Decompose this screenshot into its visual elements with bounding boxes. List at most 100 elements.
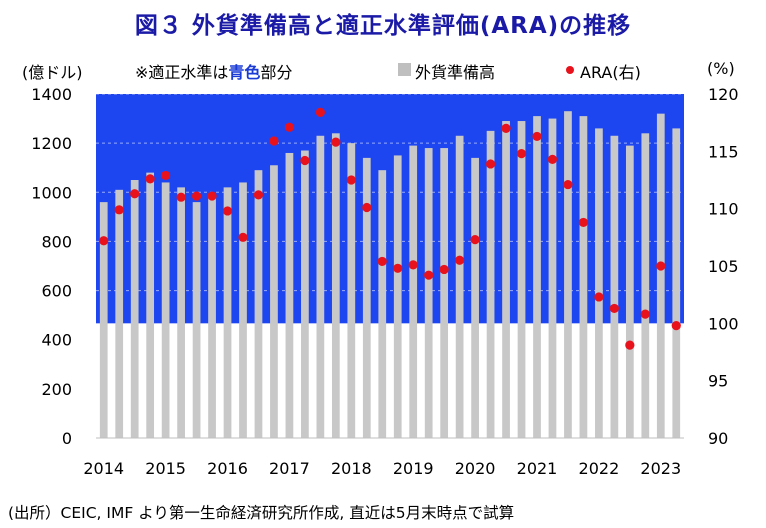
year-tick-label: 2015 <box>145 459 186 478</box>
reserve-bar <box>161 182 170 438</box>
left-tick-label: 0 <box>62 429 72 448</box>
ara-dot <box>485 159 496 169</box>
ara-dot <box>516 149 527 159</box>
reserve-bar <box>641 133 650 439</box>
ara-dot <box>578 217 589 228</box>
ara-dot <box>346 175 356 185</box>
reserve-bar <box>672 128 681 438</box>
adequacy-note-suffix: 部分 <box>260 63 293 82</box>
right-tick-label: 100 <box>708 314 739 333</box>
ara-dot <box>594 292 604 302</box>
year-tick-label: 2016 <box>207 459 248 478</box>
reserve-bar <box>99 202 108 438</box>
left-tick-label: 600 <box>41 282 72 301</box>
ara-dot <box>284 122 295 132</box>
left-tick-label: 800 <box>41 232 72 251</box>
year-tick-label: 2021 <box>517 459 558 478</box>
reserve-bar <box>223 187 232 438</box>
ara-dot <box>130 189 140 199</box>
right-axis-ticks: 90 95 100 105 110 115 120 <box>708 85 739 448</box>
ara-dot <box>532 131 542 142</box>
reserve-bar <box>471 157 479 438</box>
reserve-bar <box>548 118 557 439</box>
ara-dot <box>393 263 403 273</box>
chart-title: 図３ 外貨準備高と適正水準評価(ARA)の推移 <box>134 13 632 39</box>
ara-dots <box>99 107 681 350</box>
left-tick-label: 1400 <box>31 85 72 104</box>
left-tick-label: 200 <box>41 380 72 399</box>
adequacy-note-prefix: ※適正水準は <box>135 63 229 82</box>
reserve-bar <box>625 145 634 438</box>
adequacy-note-blue: 青色 <box>228 63 261 82</box>
source-note: (出所）CEIC, IMF より第一生命経済研究所作成, 直近は5月末時点で試算 <box>8 504 515 522</box>
year-tick-label: 2019 <box>393 459 434 478</box>
legend-dot-label: ARA(右) <box>580 63 641 82</box>
ara-dot <box>671 321 681 331</box>
legend-bar-label: 外貨準備高 <box>415 63 496 82</box>
ara-dot <box>114 205 124 215</box>
reserve-bars <box>99 111 681 439</box>
reserve-bar <box>409 145 418 438</box>
reserve-bar <box>192 202 201 438</box>
year-tick-label: 2020 <box>455 459 496 478</box>
year-tick-label: 2022 <box>579 459 620 478</box>
reserve-bar <box>378 170 387 438</box>
ara-dot <box>424 270 434 280</box>
reserve-bar <box>316 135 325 438</box>
reserve-bar <box>517 121 526 439</box>
ara-dot <box>455 255 465 265</box>
reserve-bar <box>270 165 278 438</box>
reserve-bar <box>610 135 619 438</box>
ara-dot <box>640 309 650 319</box>
reserve-bar <box>393 155 402 438</box>
left-axis-ticks: 0 200 400 600 800 1000 1200 1400 <box>31 85 72 448</box>
reserve-bar <box>440 148 449 439</box>
reserve-bar <box>455 135 464 438</box>
reserve-bar <box>656 113 665 439</box>
reserve-bar <box>579 116 588 438</box>
right-tick-label: 110 <box>708 200 739 219</box>
reserve-bar <box>486 130 495 438</box>
ara-dot <box>377 256 387 267</box>
ara-dot <box>331 137 341 147</box>
reserve-bar <box>331 133 340 439</box>
left-tick-label: 400 <box>41 331 72 350</box>
ara-dot <box>315 107 325 117</box>
ara-dot <box>191 191 202 201</box>
left-axis-unit: (億ドル) <box>22 63 83 82</box>
ara-dot <box>207 191 217 201</box>
reserve-bar <box>115 189 124 438</box>
adequacy-note: ※適正水準は青色部分 <box>135 59 292 83</box>
ara-dot <box>222 206 233 216</box>
reserve-bar <box>347 143 356 438</box>
year-tick-label: 2017 <box>269 459 310 478</box>
reserve-bar <box>533 116 541 438</box>
ara-dot <box>609 303 619 314</box>
reserve-bar <box>424 148 433 439</box>
ara-dot <box>547 154 558 164</box>
right-tick-label: 115 <box>708 142 739 161</box>
ara-dot <box>145 174 155 184</box>
right-tick-label: 105 <box>708 257 739 276</box>
x-axis-ticks: 2014 2015 2016 2017 2018 2019 2020 2021 2022 2023 <box>83 459 681 478</box>
ara-dot <box>501 123 511 133</box>
year-tick-label: 2014 <box>83 459 124 478</box>
reserve-bar <box>595 128 603 438</box>
reserve-bar <box>362 157 371 438</box>
legend-dot-swatch <box>566 66 574 74</box>
reserve-bar <box>130 180 139 438</box>
reserve-bar <box>177 187 185 438</box>
right-tick-label: 120 <box>708 85 739 104</box>
right-tick-label: 90 <box>708 429 728 448</box>
ara-dot <box>176 192 186 202</box>
ara-dot <box>656 261 666 271</box>
reserve-bar <box>564 111 572 438</box>
year-tick-label: 2018 <box>331 459 372 478</box>
ara-dot <box>253 190 264 200</box>
reserve-bar <box>502 121 510 439</box>
ara-dot <box>362 202 372 213</box>
legend-bar-swatch <box>398 63 411 76</box>
year-tick-label: 2023 <box>640 459 681 478</box>
ara-dot <box>625 340 635 350</box>
